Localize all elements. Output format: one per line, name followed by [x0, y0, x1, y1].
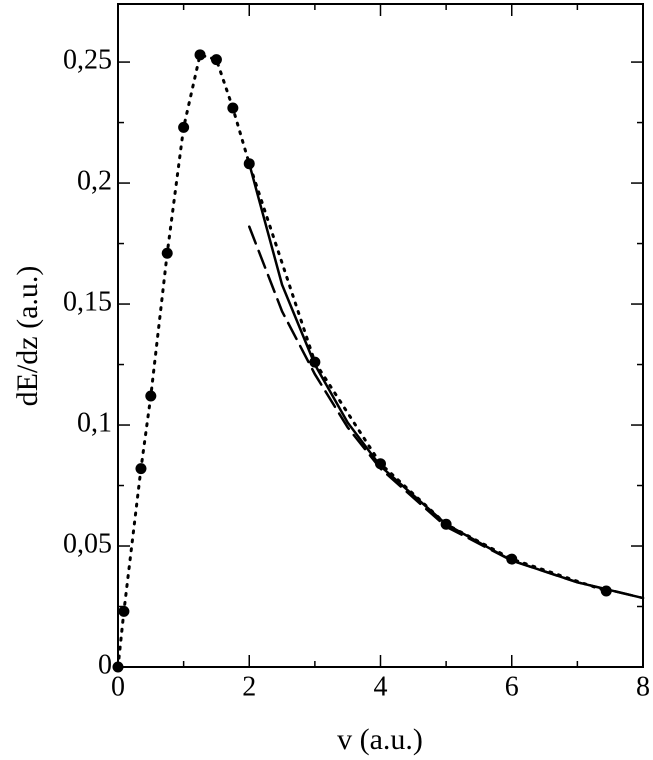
x-tick-label: 2: [242, 671, 256, 702]
y-tick-label: 0: [98, 649, 112, 680]
data-point: [227, 102, 239, 114]
plot-frame: [117, 3, 644, 668]
data-point: [210, 54, 222, 66]
data-point: [194, 49, 206, 61]
x-tick-label: 4: [374, 671, 388, 702]
series-line: [248, 225, 645, 600]
y-tick-label: 0,05: [63, 528, 112, 559]
y-tick-label: 0,2: [77, 165, 112, 196]
y-tick-label: 0,15: [63, 286, 112, 317]
data-point: [161, 247, 173, 259]
y-tick-label: 0,1: [77, 407, 112, 438]
y-axis-label: dE/dz (a.u.): [11, 266, 44, 407]
x-tick-label: 6: [505, 671, 519, 702]
data-point: [118, 605, 130, 617]
series-line: [116, 52, 608, 669]
data-point: [135, 463, 147, 475]
series-line: [248, 162, 645, 600]
data-point: [112, 661, 124, 673]
x-tick-label: 0: [111, 671, 125, 702]
data-point: [145, 390, 157, 402]
x-axis-label: v (a.u.): [337, 723, 423, 756]
x-tick-label: 8: [636, 671, 650, 702]
data-point: [178, 121, 190, 133]
y-tick-label: 0,25: [63, 44, 112, 75]
